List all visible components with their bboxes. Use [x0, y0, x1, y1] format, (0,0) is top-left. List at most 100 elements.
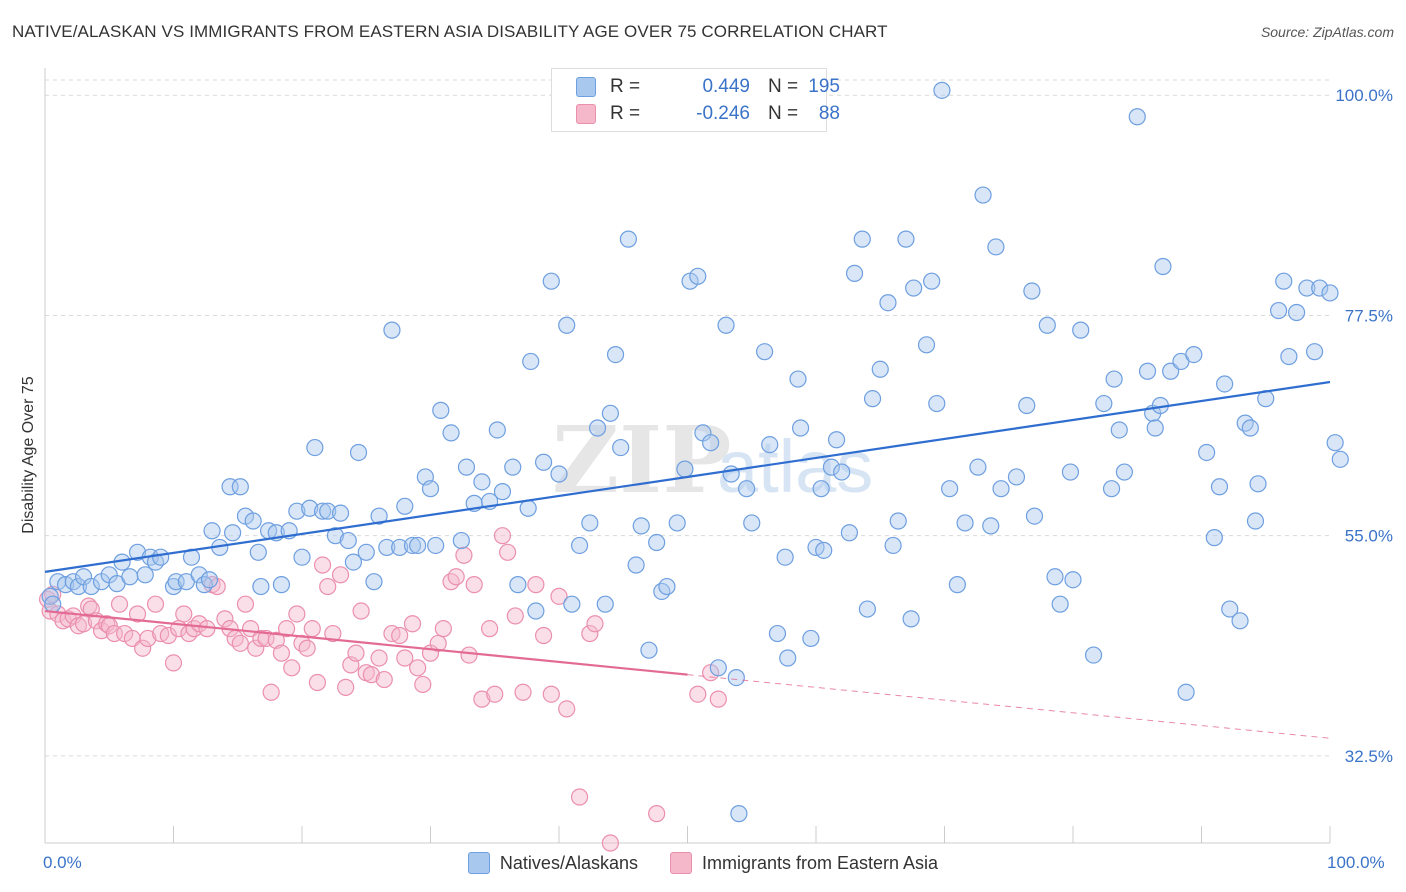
data-point-natives — [1110, 421, 1128, 439]
data-point-immigrants — [648, 805, 666, 823]
data-point-natives — [534, 453, 553, 471]
data-point-natives — [992, 480, 1010, 498]
data-point-immigrants — [331, 566, 350, 584]
data-point-natives — [550, 465, 568, 483]
data-point-natives — [738, 480, 756, 498]
data-point-immigrants — [375, 670, 393, 689]
data-point-natives — [195, 576, 213, 594]
data-point-immigrants — [486, 685, 504, 703]
data-point-natives — [812, 480, 830, 498]
data-point-immigrants — [442, 573, 460, 591]
data-point-immigrants — [527, 576, 545, 594]
data-point-immigrants — [288, 605, 306, 623]
data-point-natives — [288, 502, 306, 520]
data-point-natives — [1038, 316, 1056, 334]
data-point-natives — [1064, 571, 1082, 589]
legend-item-immigrants[interactable]: Immigrants from Eastern Asia — [669, 852, 938, 874]
data-point-natives — [249, 543, 267, 561]
data-point-immigrants — [128, 605, 147, 623]
data-point-natives — [845, 264, 864, 282]
legend-n-value: 88 — [818, 103, 840, 124]
data-point-natives — [1025, 507, 1044, 525]
data-point-natives — [1280, 347, 1298, 366]
data-point-immigrants — [434, 620, 452, 638]
data-point-natives — [802, 629, 820, 648]
data-point-natives — [301, 499, 319, 517]
data-point-natives — [1128, 108, 1146, 126]
data-point-immigrants — [473, 690, 491, 708]
data-point-natives — [743, 514, 761, 532]
data-point-natives — [203, 522, 221, 540]
data-point-natives — [1185, 346, 1203, 364]
data-point-natives — [601, 404, 620, 422]
data-point-immigrants — [586, 615, 604, 633]
legend-r-value: -0.246 — [696, 103, 750, 124]
data-point-natives — [493, 483, 512, 501]
legend-n-value: 195 — [808, 76, 840, 97]
data-point-natives — [365, 573, 383, 591]
legend-item-natives[interactable]: Natives/Alaskans — [467, 852, 638, 874]
data-point-natives — [306, 438, 324, 457]
legend-r-label: R = — [610, 103, 641, 124]
data-point-natives — [293, 548, 311, 566]
data-point-natives — [1115, 463, 1134, 481]
data-point-immigrants — [396, 649, 414, 667]
data-point-natives — [457, 458, 476, 476]
data-point-immigrants — [231, 634, 249, 652]
data-point-natives — [987, 238, 1005, 256]
x-tick-label-min: 0.0% — [43, 853, 82, 872]
data-point-immigrants — [262, 683, 280, 701]
data-point-natives — [432, 401, 450, 419]
data-point-natives — [326, 527, 345, 545]
data-point-natives — [689, 267, 707, 285]
series-legend: Natives/Alaskans Immigrants from Eastern… — [0, 852, 1406, 874]
data-point-natives — [344, 553, 362, 571]
data-point-natives — [791, 419, 810, 437]
data-point-natives — [761, 436, 779, 454]
data-point-natives — [391, 538, 409, 557]
data-point-natives — [1154, 257, 1172, 276]
data-point-natives — [827, 431, 846, 449]
data-point-immigrants — [709, 690, 727, 708]
data-point-immigrants — [293, 634, 311, 652]
data-point-natives — [1287, 303, 1306, 322]
y-tick-label: 32.5% — [1345, 747, 1393, 766]
data-point-immigrants — [689, 685, 707, 703]
y-tick-label: 100.0% — [1335, 86, 1393, 105]
data-point-immigrants — [337, 678, 355, 696]
legend-swatch-blue — [576, 77, 596, 97]
data-point-natives — [504, 458, 522, 476]
legend-swatch-blue — [467, 852, 490, 874]
data-point-natives — [730, 805, 748, 823]
data-point-natives — [1138, 362, 1157, 380]
data-point-natives — [252, 577, 270, 596]
data-point-natives — [619, 230, 637, 248]
data-point-immigrants — [267, 631, 285, 649]
data-point-immigrants — [542, 685, 560, 703]
data-point-natives — [442, 424, 460, 442]
data-point-natives — [1205, 529, 1223, 547]
legend-swatch-pink — [576, 104, 596, 124]
data-point-natives — [357, 543, 375, 561]
data-point-immigrants — [283, 659, 301, 677]
data-point-natives — [224, 524, 242, 542]
data-point-natives — [1326, 434, 1344, 452]
data-point-natives — [522, 352, 540, 371]
data-point-natives — [44, 595, 62, 613]
data-point-natives — [956, 514, 974, 532]
source-label: Source: ZipAtlas.com — [1260, 24, 1394, 40]
chart-title: NATIVE/ALASKAN VS IMMIGRANTS FROM EASTER… — [12, 22, 888, 41]
x-tick-label-max: 100.0% — [1327, 853, 1385, 872]
y-axis-label: Disability Age Over 75 — [20, 376, 37, 534]
data-point-natives — [948, 576, 966, 594]
data-point-natives — [858, 600, 877, 618]
data-point-natives — [815, 541, 833, 559]
data-point-natives — [889, 512, 907, 530]
data-point-natives — [152, 548, 170, 566]
data-point-immigrants — [308, 673, 327, 692]
data-point-immigrants — [409, 659, 427, 677]
data-point-natives — [1298, 279, 1316, 297]
data-point-immigrants — [391, 626, 409, 645]
data-point-natives — [658, 577, 676, 596]
